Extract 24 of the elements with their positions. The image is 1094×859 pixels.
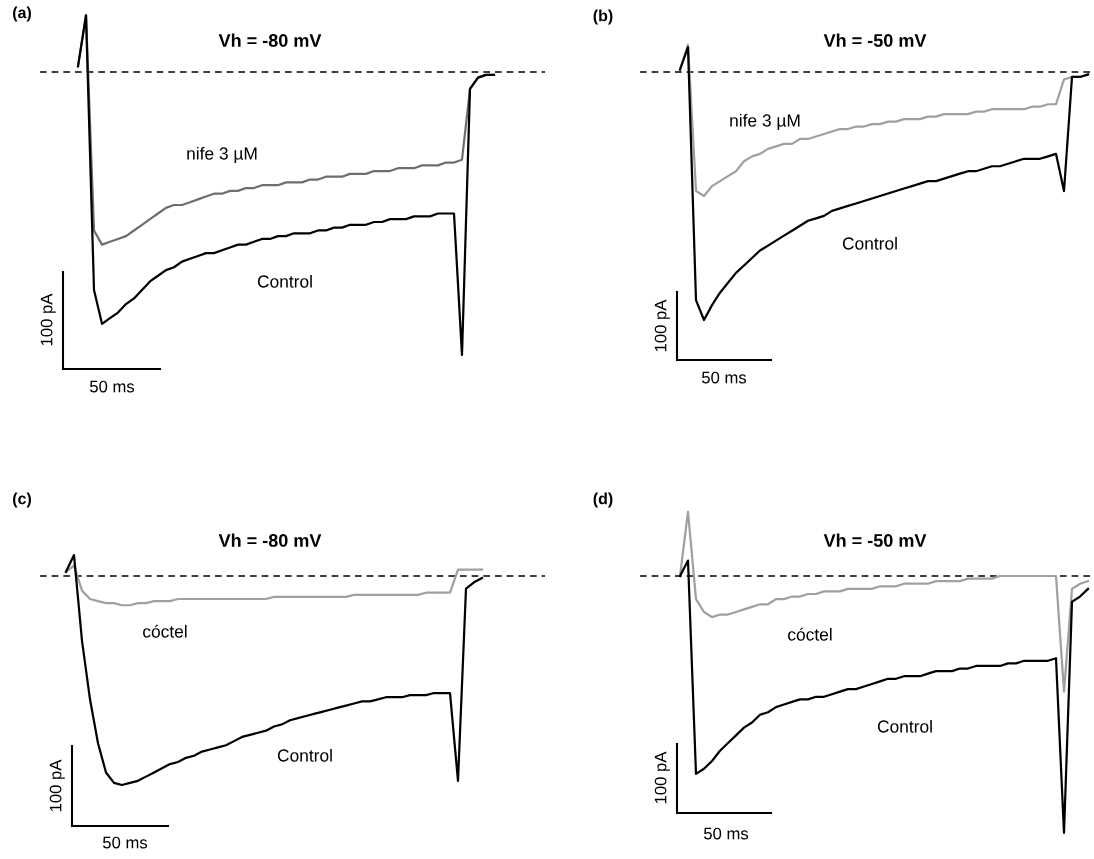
- series-label: cóctel: [143, 624, 187, 638]
- text: (c): [13, 492, 31, 508]
- text: 50 ms: [701, 371, 747, 384]
- series-label: Control: [257, 274, 312, 288]
- chart-title: Vh = -80 mV: [218, 533, 322, 547]
- series-label: nife 3 µM: [730, 113, 800, 131]
- annotation: 100 pA: [49, 759, 65, 812]
- text: 100 pA: [40, 293, 56, 346]
- text: 50 ms: [89, 380, 135, 393]
- chart-title: Vh = -50 mV: [823, 33, 927, 47]
- text: (a): [13, 6, 31, 22]
- text: 100 pA: [654, 299, 670, 352]
- text: (b): [593, 9, 613, 25]
- series-label: Control: [277, 748, 332, 762]
- series-label: cóctel: [788, 627, 832, 641]
- text: (d): [593, 492, 613, 508]
- text: Control: [877, 719, 932, 733]
- text: Vh = -50 mV: [823, 533, 927, 547]
- text: 100 pA: [654, 751, 670, 804]
- text: 50 ms: [102, 836, 148, 849]
- annotation: 50 ms: [703, 827, 749, 840]
- series-label: Control: [842, 236, 897, 250]
- text: Vh = -80 mV: [218, 33, 322, 47]
- series-label: nife 3 µM: [187, 146, 257, 164]
